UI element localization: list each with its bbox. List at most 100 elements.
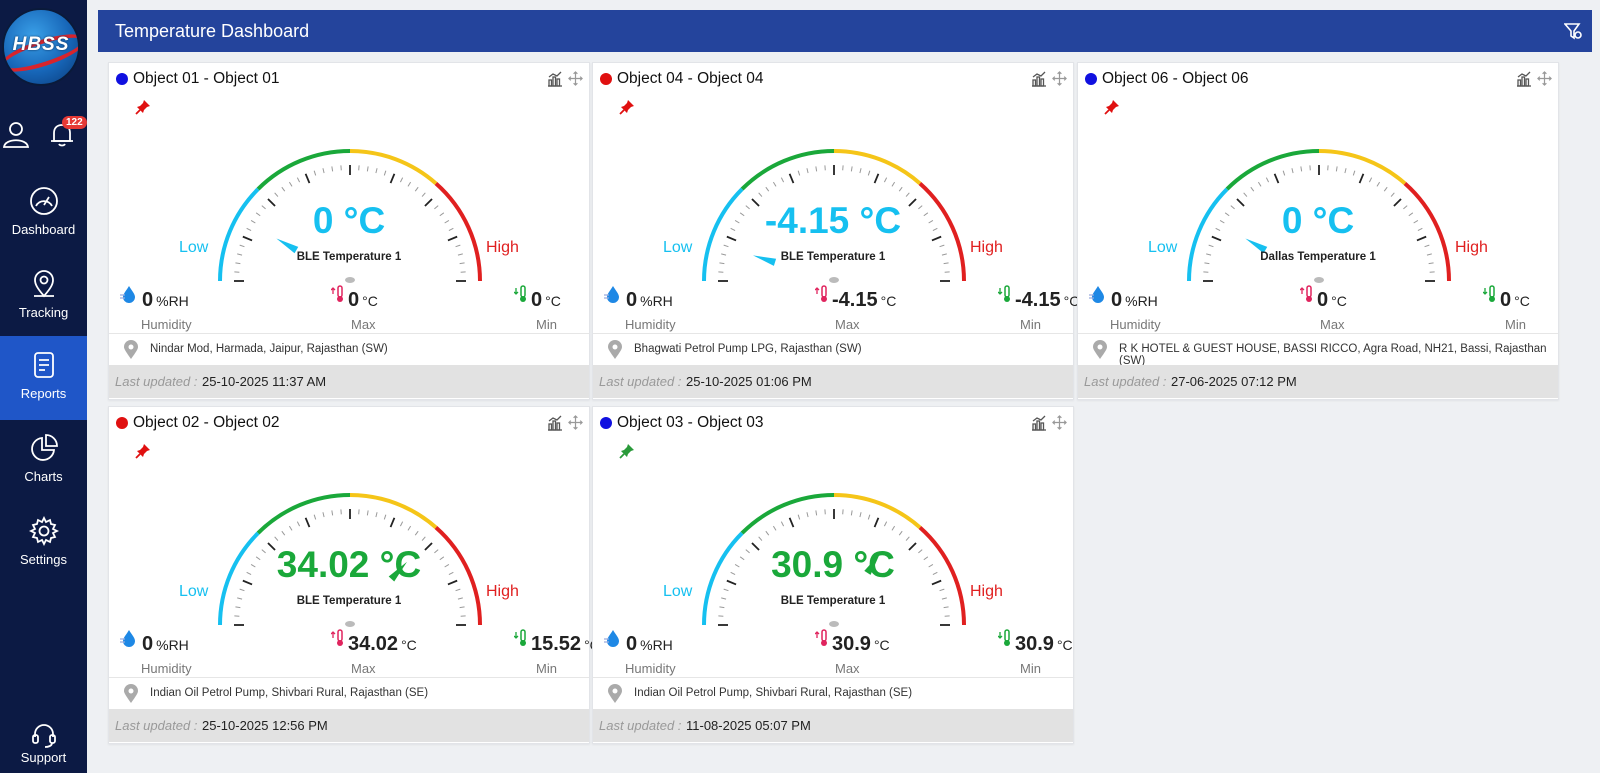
chart-icon[interactable] [547,415,563,431]
gauge-arc-segment [702,187,744,282]
humidity-icon [120,286,135,303]
chart-icon[interactable] [1031,415,1047,431]
nav-charts-label: Charts [24,469,63,484]
gauge-arc-segment [434,181,482,282]
filter-icon[interactable] [1564,22,1582,40]
max-unit: °C [873,637,890,653]
thumbtack-icon [135,444,150,459]
thermometer-cold-icon [514,285,526,302]
gauge-arc-segment [434,525,482,626]
gauge-tick [250,563,256,568]
gauge-tick [1243,192,1248,197]
gauge-arc-segment [833,493,922,529]
min-value: 15.52 [531,633,582,655]
max-caption: Max [1320,317,1345,332]
gauge-tick [873,173,880,184]
gauge-tick [1219,219,1225,224]
gauge-tick [399,177,404,183]
move-icon[interactable] [568,71,583,86]
chart-icon[interactable] [1516,71,1532,87]
gauge-tick [730,227,736,232]
nav-support[interactable]: Support [0,722,87,765]
gauge-tick [296,177,301,183]
nav-dashboard[interactable]: Dashboard [0,172,87,256]
humidity-unit: %RH [640,637,673,653]
low-label: Low [179,239,209,256]
max-stat: -4.15 °C Max [815,285,935,332]
nav-reports[interactable]: Reports [0,336,87,420]
gauge-tick [261,549,266,554]
gauge-tick [448,571,454,576]
status-dot [600,417,612,429]
status-dot [116,417,128,429]
gauge-tick [288,181,293,187]
min-value: 0 [531,289,543,311]
gauge-tick [923,556,929,561]
chart-icon[interactable] [547,71,563,87]
move-icon[interactable] [1052,71,1067,86]
last-updated-value: 27-06-2025 07:12 PM [1171,374,1297,389]
location-row[interactable]: Bhagwati Petrol Pump LPG, Rajasthan (SW) [593,333,1073,365]
location-row[interactable]: Indian Oil Petrol Pump, Shivbari Rural, … [109,677,589,709]
location-text: R K HOTEL & GUEST HOUSE, BASSI RICCO, Ag… [1119,343,1547,367]
temperature-value: 30.9 °C [771,544,895,585]
nav-charts[interactable]: Charts [0,419,87,503]
gauge-tick [898,186,903,192]
min-unit: °C [1514,293,1530,309]
location-row[interactable]: Nindar Mod, Harmada, Jaipur, Rajasthan (… [109,333,589,365]
gauge-ticks [234,165,466,282]
chart-icon[interactable] [1031,71,1047,87]
move-icon[interactable] [1537,71,1552,86]
gauge-tick [235,262,241,265]
gauge-tick [815,166,818,172]
temperature-gauge [218,493,482,627]
speedometer-icon [29,187,58,215]
gauge-tick [739,212,745,217]
gauge-tick [780,177,785,183]
gauge-tick [389,173,396,184]
logo-text: HBSS [12,34,70,55]
gauge-tick [883,521,888,527]
location-row[interactable]: R K HOTEL & GUEST HOUSE, BASSI RICCO, Ag… [1078,333,1558,367]
gauge-tick [788,173,795,184]
min-value: -4.15 [1015,289,1061,311]
gauge-tick [459,262,465,265]
move-icon[interactable] [568,415,583,430]
max-caption: Max [351,661,376,676]
gauge-tick [322,168,325,174]
gauge-arc-segment [1318,149,1407,185]
min-unit: °C [1056,637,1073,653]
gauge-tick [457,597,463,600]
gauge-tick [1358,173,1365,184]
gauge-tick [448,227,454,232]
thumbtack-icon [1104,100,1119,115]
gauge-tick [1393,198,1402,207]
gauge-tick [723,588,729,592]
gauge-tick [751,198,760,207]
min-value: 0 [1500,289,1512,311]
gauge-tick [255,212,261,217]
nav-settings[interactable]: Settings [0,502,87,586]
nav-tracking[interactable]: Tracking [0,255,87,339]
move-icon[interactable] [1052,415,1067,430]
low-label: Low [179,583,209,600]
max-caption: Max [835,317,860,332]
gauge-tick [407,525,412,531]
location-pin-icon [608,684,622,703]
gauge-tick [1211,235,1222,242]
last-updated-label: Last updated : [1084,374,1167,389]
location-row[interactable]: Indian Oil Petrol Pump, Shivbari Rural, … [593,677,1073,709]
gauge-tick [758,536,763,541]
thermometer-hot-icon [331,285,343,302]
hbss-logo[interactable]: HBSS [2,8,80,86]
gauge-tick [267,542,276,551]
min-stat: -4.15 °C Min [998,285,1079,332]
gauge-tick [723,244,729,248]
gauge-tick [1273,173,1280,184]
gauge-tick [939,588,945,592]
gauge-tick [313,514,317,520]
humidity-value: 0 [1111,289,1123,311]
user-icon[interactable] [2,120,30,148]
sensor-icon [345,277,355,283]
high-label: High [970,583,1003,600]
